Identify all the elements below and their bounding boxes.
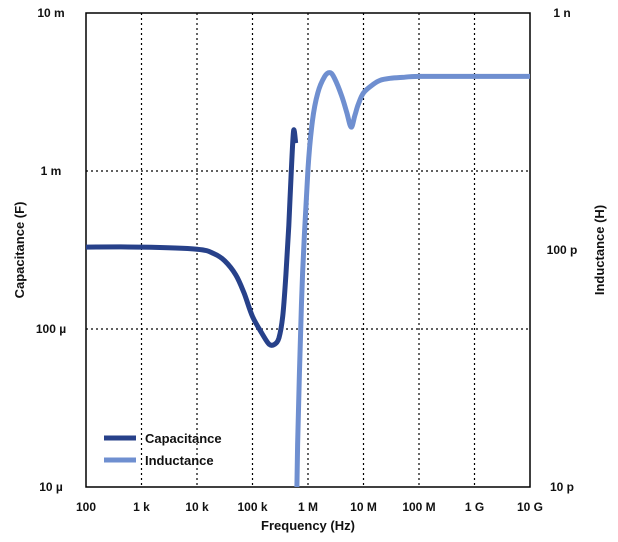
- legend-label-inductance: Inductance: [145, 453, 214, 468]
- x-tick-labels: 100 1 k 10 k 100 k 1 M 10 M 100 M 1 G 10 G: [76, 500, 543, 514]
- x-tick-label: 1 M: [298, 500, 318, 514]
- legend: Capacitance Inductance: [104, 431, 222, 468]
- x-tick-label: 100 k: [237, 500, 267, 514]
- series-line-capacitance: [85, 127, 299, 348]
- series-layer: [85, 70, 530, 488]
- y-left-axis-label: Capacitance (F): [12, 202, 27, 299]
- y-left-tick-labels: 10 m 1 m 100 µ 10 µ: [36, 6, 66, 494]
- x-tick-label: 10 G: [517, 500, 543, 514]
- y-left-tick-label: 1 m: [41, 164, 62, 178]
- y-right-axis-label: Inductance (H): [592, 205, 607, 295]
- x-axis-label: Frequency (Hz): [261, 518, 355, 533]
- y-left-tick-label: 100 µ: [36, 322, 66, 336]
- x-tick-label: 1 k: [133, 500, 150, 514]
- x-tick-label: 100 M: [402, 500, 435, 514]
- x-tick-label: 10 k: [185, 500, 209, 514]
- legend-label-capacitance: Capacitance: [145, 431, 222, 446]
- y-right-tick-labels: 1 n 100 p 10 p: [547, 6, 578, 494]
- x-tick-label: 100: [76, 500, 96, 514]
- y-right-tick-label: 100 p: [547, 243, 578, 257]
- x-tick-label: 10 M: [350, 500, 377, 514]
- x-tick-label: 1 G: [465, 500, 484, 514]
- series-line-inductance: [294, 70, 530, 488]
- y-right-tick-label: 10 p: [550, 480, 574, 494]
- y-right-tick-label: 1 n: [553, 6, 570, 20]
- y-left-tick-label: 10 m: [37, 6, 64, 20]
- y-left-tick-label: 10 µ: [39, 480, 63, 494]
